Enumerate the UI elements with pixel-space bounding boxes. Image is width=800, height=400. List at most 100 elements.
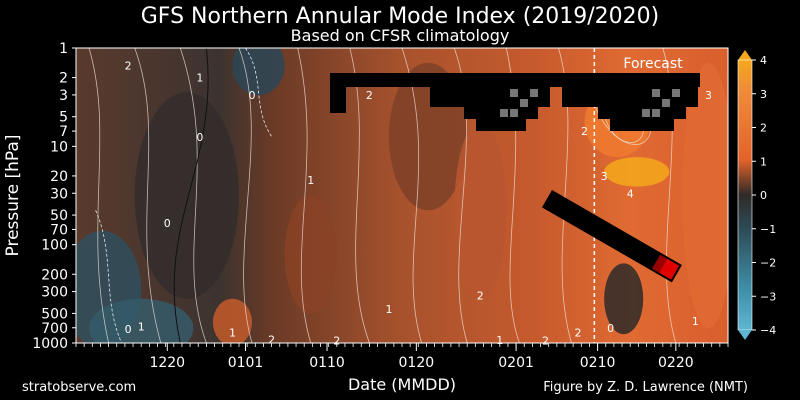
sunglasses-lens-left — [430, 87, 550, 131]
contour-line — [297, 48, 312, 343]
contour-label: 2 — [333, 334, 340, 347]
y-tick-label: 70 — [50, 222, 68, 238]
sunglasses-glare — [672, 89, 680, 97]
sunglasses-glare — [662, 99, 670, 107]
contour-label: 0 — [164, 217, 171, 230]
y-tick-label: 3 — [59, 88, 68, 104]
y-tick-label: 50 — [50, 208, 68, 224]
sunglasses-bar — [330, 73, 700, 87]
sunglasses-glare — [500, 109, 508, 117]
heatmap-field — [76, 48, 728, 343]
sunglasses-lens-right — [562, 87, 698, 131]
y-tick-label: 300 — [41, 285, 68, 301]
cigarette-ember — [659, 258, 680, 280]
contour-label: 0 — [607, 322, 614, 335]
y-tick-label: 200 — [41, 267, 68, 283]
colorbar-tick-label: −1 — [760, 223, 776, 236]
colorbar-extend-bottom — [738, 330, 752, 340]
y-tick-label: 7 — [59, 124, 68, 140]
sunglasses-glare — [510, 109, 518, 117]
y-tick-label: 700 — [41, 321, 68, 337]
contour-label: 1 — [496, 334, 503, 347]
field-patch — [604, 157, 670, 187]
contour-label: 2 — [366, 89, 373, 102]
y-tick-label: 10 — [50, 139, 68, 155]
field-patch — [89, 298, 194, 343]
field-patch — [604, 263, 644, 335]
contour-label: 2 — [575, 326, 582, 339]
field-patch — [134, 92, 239, 299]
colorbar-tick-label: 1 — [760, 155, 767, 168]
contour-label: 2 — [542, 334, 549, 347]
colorbar-tick-label: −4 — [760, 324, 776, 337]
field-patch — [682, 62, 728, 329]
y-tick-label: 30 — [50, 186, 68, 202]
zero-contour — [173, 48, 209, 343]
x-tick-label: 0110 — [309, 355, 345, 371]
cigarette-body — [542, 190, 682, 283]
sunglasses-glare — [652, 89, 660, 97]
sunglasses-glare — [510, 89, 518, 97]
contour-line — [179, 48, 207, 343]
pixel-cigarette — [542, 190, 682, 283]
contour-label: 1 — [196, 72, 203, 85]
x-tick-label: 0220 — [658, 355, 694, 371]
colorbar-tick-label: 4 — [760, 54, 767, 67]
site-credit: stratobserve.com — [22, 380, 137, 395]
y-tick-label: 500 — [41, 306, 68, 322]
contour-line — [401, 48, 422, 343]
field-patch — [284, 195, 337, 314]
contour-label: 3 — [601, 170, 608, 183]
contour-label: 2 — [477, 290, 484, 303]
x-tick-label: 0120 — [399, 355, 435, 371]
contour-line-negative — [95, 210, 122, 343]
x-tick-label: 0201 — [498, 355, 534, 371]
y-tick-label: 1 — [59, 41, 68, 57]
y-tick-label: 20 — [50, 169, 68, 185]
contour-line — [349, 48, 370, 343]
sunglasses-glare — [520, 99, 528, 107]
x-tick-label: 1220 — [149, 355, 185, 371]
x-axis-label: Date (MMDD) — [348, 375, 456, 394]
contour-label: 1 — [138, 321, 145, 334]
forecast-label: Forecast — [623, 56, 683, 72]
contour-label: 2 — [581, 125, 588, 138]
y-tick-label: 100 — [41, 238, 68, 254]
chart-subtitle: Based on CFSR climatology — [290, 26, 510, 45]
colorbar-tick-label: 3 — [760, 88, 767, 101]
colorbar-tick-label: 2 — [760, 122, 767, 135]
contour-label: 0 — [125, 323, 132, 336]
x-tick-label: 0210 — [580, 355, 616, 371]
colorbar — [737, 59, 753, 331]
author-credit: Figure by Z. D. Lawrence (NMT) — [543, 380, 748, 395]
y-axis-label: Pressure [hPa] — [3, 135, 23, 257]
contour-label: 0 — [249, 89, 256, 102]
contour-label: 0 — [196, 131, 203, 144]
colorbar-tick-label: 0 — [760, 189, 767, 202]
contour-label: 1 — [385, 303, 392, 316]
contour-label: 2 — [268, 333, 275, 346]
field-patch — [454, 121, 507, 299]
cigarette-ember-inner — [652, 254, 668, 273]
y-tick-label: 2 — [59, 71, 68, 87]
contour-line — [134, 48, 162, 343]
sunglasses-glare — [652, 109, 660, 117]
contour-label: 1 — [229, 326, 236, 339]
sunglasses-arm — [330, 87, 346, 113]
contour-label: 1 — [692, 315, 699, 328]
colorbar-extend-top — [738, 50, 752, 60]
pixel-sunglasses — [330, 73, 700, 131]
sunglasses-glare — [530, 89, 538, 97]
field-patch — [232, 48, 285, 96]
contour-line — [238, 48, 253, 343]
field-patch — [212, 298, 253, 343]
contour-label: 3 — [705, 89, 712, 102]
contour-line-negative — [245, 48, 272, 137]
colorbar-tick-label: −3 — [760, 290, 776, 303]
y-tick-label: 5 — [59, 110, 68, 126]
contour-label: 2 — [125, 59, 132, 72]
contour-label: 1 — [307, 174, 314, 187]
y-tick-label: 1000 — [32, 336, 68, 352]
contour-line — [88, 48, 109, 343]
